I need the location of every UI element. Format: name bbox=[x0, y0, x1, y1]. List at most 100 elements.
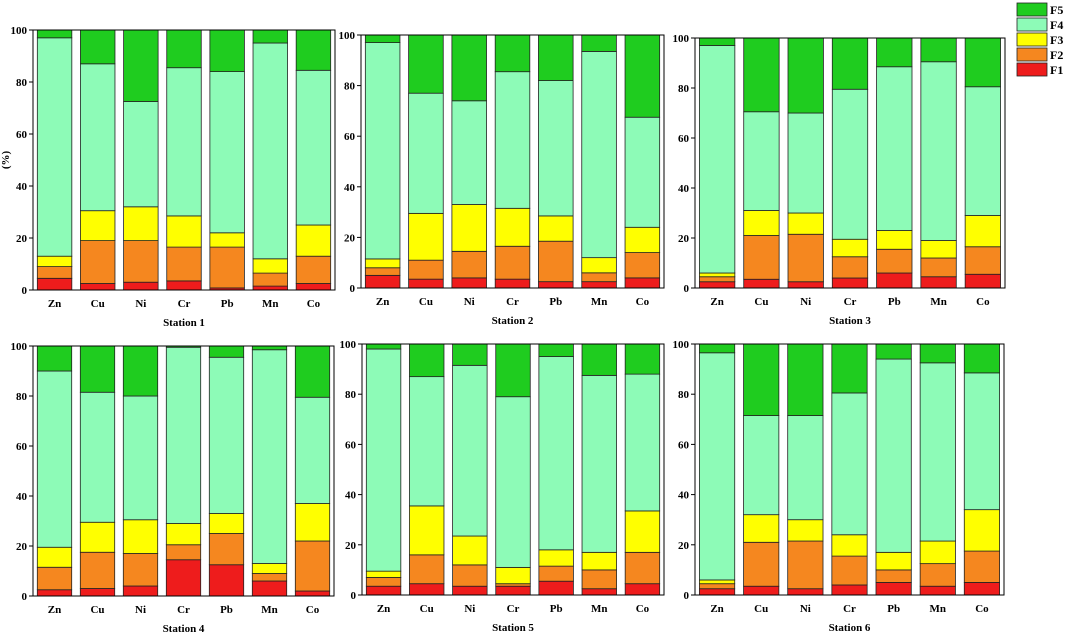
panel-title: Station 3 bbox=[829, 315, 871, 327]
x-tick-label: Zn bbox=[48, 298, 61, 310]
bar-segment-F2-Cu bbox=[409, 554, 445, 585]
bar-segment-F3-Pb bbox=[209, 232, 245, 248]
bar-segment-F5-Cu bbox=[743, 343, 780, 416]
x-tick-label: Ni bbox=[135, 604, 146, 616]
panel-title: Station 6 bbox=[829, 622, 871, 633]
legend-swatch-F3 bbox=[1016, 32, 1048, 47]
bar-segment-F5-Mn bbox=[252, 29, 288, 44]
x-tick-label: Cr bbox=[507, 603, 520, 615]
bar-segment-F1-Ni bbox=[451, 277, 487, 289]
bar-segment-F1-Zn bbox=[36, 589, 73, 597]
y-tick-label: 100 bbox=[673, 33, 690, 45]
x-tick-label: Cr bbox=[177, 604, 190, 616]
bar-segment-F5-Co bbox=[624, 343, 661, 375]
plot-frame bbox=[32, 29, 336, 291]
bar-segment-F3-Cu bbox=[408, 212, 444, 261]
y-tick-label: 80 bbox=[16, 77, 28, 89]
bar-segment-F2-Cr bbox=[494, 245, 531, 280]
bar-segment-F3-Co bbox=[964, 215, 1001, 248]
x-tick-label: Cr bbox=[844, 296, 857, 308]
bar-segment-F2-Cu bbox=[743, 235, 780, 280]
y-tick-label: 60 bbox=[344, 131, 356, 143]
bar-segment-F1-Ni bbox=[123, 281, 159, 291]
bar-segment-F4-Cr bbox=[831, 392, 868, 536]
bar-segment-F4-Co bbox=[294, 396, 331, 504]
y-tick-label: 100 bbox=[340, 339, 357, 351]
bar-segment-F5-Cu bbox=[80, 29, 116, 65]
bar-segment-F5-Cu bbox=[743, 37, 780, 113]
x-tick-label: Cu bbox=[754, 603, 768, 615]
y-tick-label: 80 bbox=[345, 389, 357, 401]
bar-segment-F5-Cr bbox=[495, 343, 531, 398]
bar-segment-F3-Cr bbox=[831, 534, 868, 557]
y-tick-label: 20 bbox=[345, 540, 357, 552]
bar-segment-F5-Cr bbox=[494, 34, 531, 73]
bar-segment-F4-Mn bbox=[252, 42, 288, 260]
bar-segment-F1-Mn bbox=[252, 285, 288, 291]
bar-segment-F2-Zn bbox=[364, 267, 401, 276]
bar-segment-F3-Cr bbox=[831, 238, 869, 258]
bar-segment-F3-Co bbox=[963, 509, 1000, 552]
y-tick-label: 40 bbox=[345, 490, 357, 502]
legend-label-F4: F4 bbox=[1050, 18, 1063, 32]
bar-segment-F2-Zn bbox=[365, 577, 402, 587]
plot-frame bbox=[694, 343, 1005, 596]
bar-segment-F4-Cr bbox=[495, 396, 531, 568]
bar-segment-F4-Mn bbox=[251, 349, 288, 564]
bar-segment-F2-Zn bbox=[36, 266, 73, 279]
bar-segment-F5-Zn bbox=[364, 34, 401, 43]
bar-segment-F1-Ni bbox=[787, 588, 824, 596]
bar-segment-F1-Pb bbox=[538, 580, 574, 596]
bar-segment-F2-Cr bbox=[831, 256, 869, 279]
bar-segment-F3-Pb bbox=[538, 549, 574, 567]
panel-2: 0 20 40 60 80 100 Zn Cu Ni Cr Pb Mn Co Station 2 bbox=[339, 30, 665, 327]
bar-segment-F4-Cr bbox=[165, 346, 202, 524]
y-tick-label: 20 bbox=[16, 233, 28, 245]
bar-segment-F2-Ni bbox=[451, 250, 487, 279]
bar-segment-F4-Ni bbox=[787, 112, 824, 214]
bar-segment-F3-Zn bbox=[699, 272, 736, 278]
bar-segment-F1-Cr bbox=[831, 584, 868, 596]
bar-segment-F4-Zn bbox=[364, 42, 401, 260]
y-tick-label: 100 bbox=[11, 341, 28, 353]
legend-label-F2: F2 bbox=[1050, 48, 1063, 62]
bar-segment-F1-Pb bbox=[538, 281, 574, 289]
bar-segment-F4-Cr bbox=[494, 71, 531, 209]
bar-segment-F3-Mn bbox=[919, 540, 956, 565]
bar-segment-F4-Pb bbox=[209, 71, 245, 234]
bar-segment-F5-Zn bbox=[699, 343, 736, 354]
bar-segment-F3-Co bbox=[624, 226, 661, 253]
bar-segment-F4-Co bbox=[624, 116, 661, 228]
x-tick-label: Ni bbox=[464, 296, 475, 308]
y-tick-label: 20 bbox=[678, 233, 690, 245]
bar-segment-F3-Pb bbox=[876, 230, 913, 250]
bar-segment-F4-Co bbox=[295, 69, 332, 226]
x-tick-label: Mn bbox=[591, 296, 608, 308]
bar-segment-F3-Cu bbox=[80, 210, 116, 241]
bar-segment-F4-Pb bbox=[208, 356, 245, 514]
bar-segment-F2-Mn bbox=[581, 569, 617, 590]
y-tick-label: 20 bbox=[16, 541, 28, 553]
bar-segment-F4-Cu bbox=[408, 92, 444, 214]
bar-segment-F1-Cu bbox=[743, 278, 780, 289]
bar-segment-F4-Mn bbox=[581, 51, 617, 259]
bar-segment-F5-Cr bbox=[831, 37, 869, 90]
bar-segment-F3-Zn bbox=[364, 258, 401, 269]
bar-segment-F3-Ni bbox=[123, 206, 159, 242]
x-tick-label: Pb bbox=[887, 603, 900, 615]
bar-segment-F1-Cr bbox=[166, 280, 202, 291]
bar-segment-F3-Mn bbox=[920, 240, 957, 259]
bar-segment-F3-Mn bbox=[581, 257, 617, 274]
bar-segment-F4-Cu bbox=[80, 63, 116, 212]
bar-segment-F2-Co bbox=[624, 551, 661, 585]
x-tick-label: Mn bbox=[262, 298, 279, 310]
bar-segment-F2-Zn bbox=[36, 566, 73, 591]
y-tick-label: 80 bbox=[678, 83, 690, 95]
bar-segment-F1-Co bbox=[624, 583, 661, 596]
y-tick-label: 40 bbox=[16, 181, 28, 193]
panel-title: Station 1 bbox=[163, 317, 205, 329]
bar-segment-F5-Mn bbox=[919, 343, 956, 364]
bar-segment-F1-Zn bbox=[365, 585, 402, 596]
bar-segment-F5-Pb bbox=[209, 29, 245, 72]
y-tick-label: 60 bbox=[678, 133, 690, 145]
